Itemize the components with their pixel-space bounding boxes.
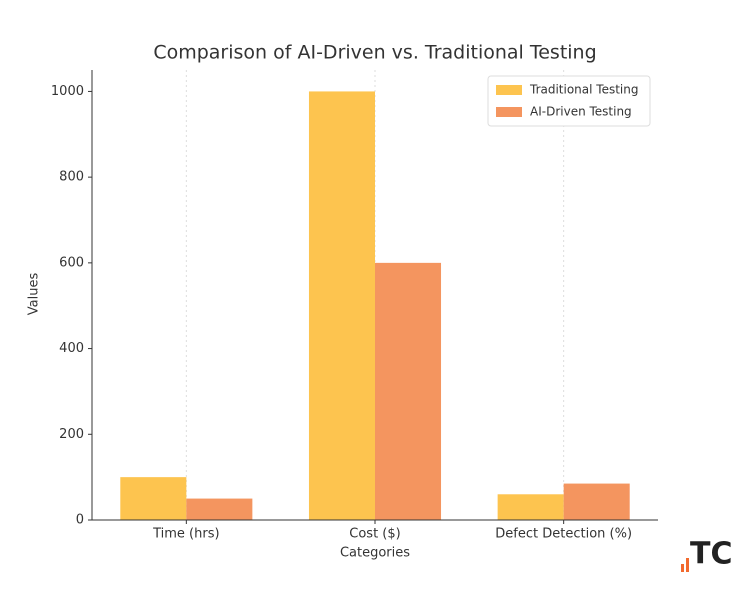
legend-label: Traditional Testing <box>529 83 638 97</box>
y-tick-label: 800 <box>59 170 84 185</box>
x-axis-label: Categories <box>340 546 410 561</box>
y-axis-label: Values <box>27 273 42 316</box>
y-tick-label: 1000 <box>51 84 84 99</box>
x-tick-label: Time (hrs) <box>152 527 219 542</box>
legend-box <box>487 75 651 127</box>
x-tick-label: Defect Detection (%) <box>495 527 632 542</box>
bar <box>375 262 442 520</box>
bar <box>308 91 375 520</box>
legend-label: AI-Driven Testing <box>530 105 632 119</box>
logo: TC <box>681 537 731 572</box>
logo-text: TC <box>690 537 731 572</box>
chart-title: Comparison of AI-Driven vs. Traditional … <box>153 42 596 64</box>
x-tick-label: Cost ($) <box>349 527 400 542</box>
y-tick-label: 0 <box>76 513 84 528</box>
logo-bar <box>686 558 689 572</box>
y-tick-label: 600 <box>59 255 84 270</box>
bar <box>563 483 630 520</box>
legend-swatch <box>496 107 522 117</box>
bar <box>497 494 564 520</box>
legend-swatch <box>496 85 522 95</box>
bar <box>186 498 253 520</box>
logo-bar <box>681 564 684 572</box>
y-tick-label: 200 <box>59 427 84 442</box>
bar <box>120 477 187 520</box>
y-tick-label: 400 <box>59 341 84 356</box>
